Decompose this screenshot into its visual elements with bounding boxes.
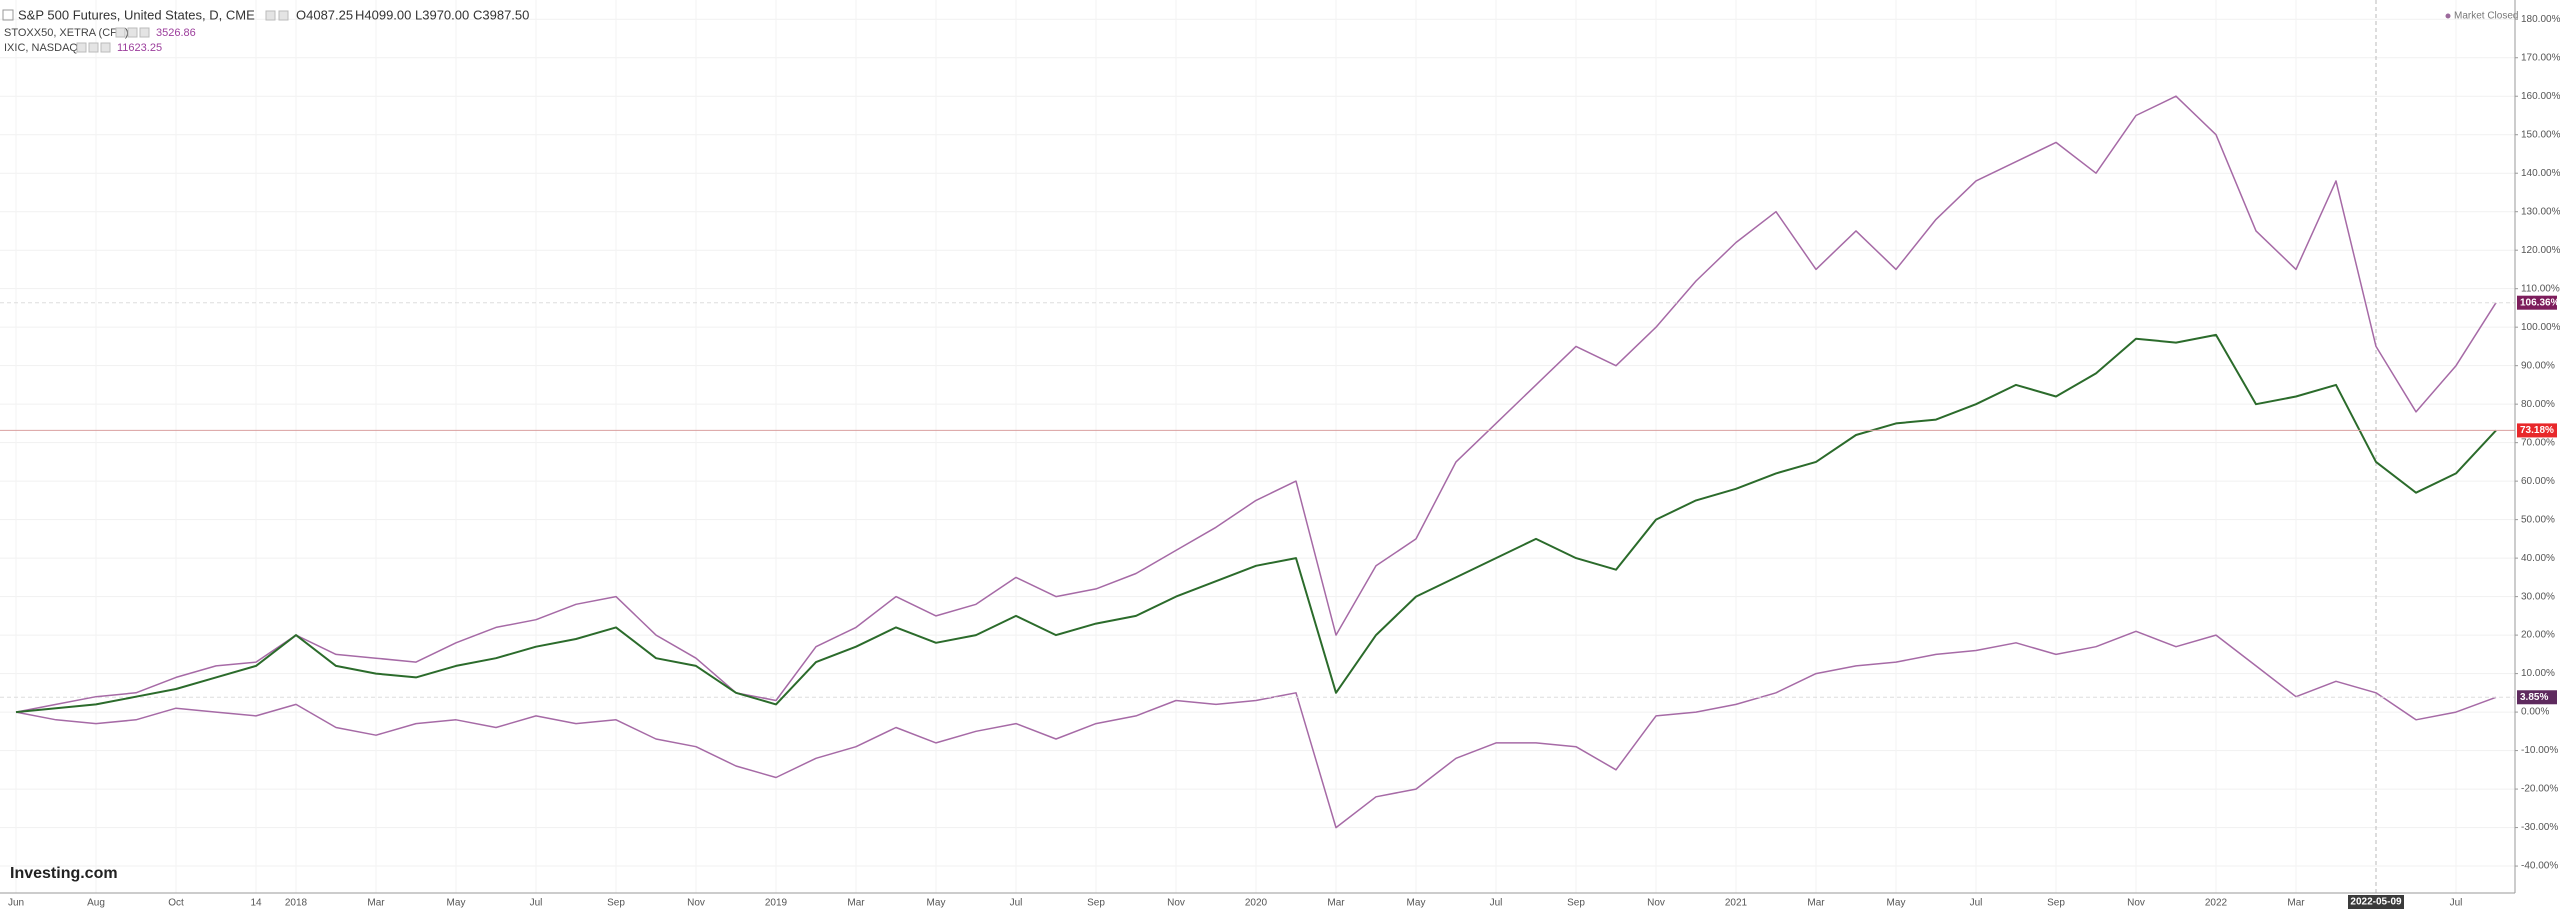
- x-tick-label: Jun: [8, 898, 24, 909]
- y-tick-label: 90.00%: [2521, 360, 2555, 371]
- series-line: [15, 333, 2497, 714]
- x-tick-label: Sep: [2047, 898, 2065, 909]
- x-tick-label: Mar: [367, 898, 385, 909]
- x-tick-label: 2021: [1725, 898, 1748, 909]
- x-tick-label: May: [1887, 898, 1906, 909]
- logo: Investing.com: [10, 865, 118, 882]
- x-tick-label: May: [927, 898, 946, 909]
- x-tick-label: Nov: [2127, 898, 2145, 909]
- last-value-label: 106.36%: [2520, 297, 2560, 308]
- y-tick-label: 30.00%: [2521, 591, 2555, 602]
- y-tick-label: -30.00%: [2521, 822, 2558, 833]
- y-tick-label: 80.00%: [2521, 399, 2555, 410]
- icon[interactable]: [76, 42, 87, 53]
- series-line: [15, 630, 2497, 829]
- icon[interactable]: [100, 42, 111, 53]
- x-tick-label: Sep: [607, 898, 625, 909]
- y-tick-label: 150.00%: [2521, 129, 2560, 140]
- last-value-box: [2517, 295, 2557, 310]
- y-tick-label: 40.00%: [2521, 553, 2555, 564]
- y-tick-label: 140.00%: [2521, 168, 2560, 179]
- x-tick-label: Jul: [1970, 898, 1983, 909]
- y-tick-label: 130.00%: [2521, 206, 2560, 217]
- x-tick-label: Oct: [168, 898, 184, 909]
- x-tick-label: Jul: [1010, 898, 1023, 909]
- compare-value: 3526.86: [156, 27, 196, 39]
- cursor-date: 2022-05-09: [2350, 897, 2402, 908]
- high-value: H4099.00: [355, 7, 411, 22]
- x-tick-label: Sep: [1087, 898, 1105, 909]
- cursor-date-box: [2348, 895, 2404, 909]
- x-tick-label: Mar: [1327, 898, 1345, 909]
- last-value-box: [2517, 690, 2557, 705]
- y-tick-label: 160.00%: [2521, 91, 2560, 102]
- close-value: C3987.50: [473, 7, 529, 22]
- last-value-label: 3.85%: [2520, 692, 2548, 703]
- x-tick-label: Jul: [530, 898, 543, 909]
- icon[interactable]: [127, 27, 138, 38]
- compare-value: 11623.25: [117, 42, 162, 54]
- y-tick-label: -40.00%: [2521, 861, 2558, 872]
- series-line: [15, 95, 2497, 713]
- compare-name: STOXX50, XETRA (CFD): [4, 27, 129, 39]
- x-tick-label: Jul: [2450, 898, 2463, 909]
- x-tick-label: 2022: [2205, 898, 2228, 909]
- x-tick-label: Nov: [687, 898, 705, 909]
- x-tick-label: 2019: [765, 898, 788, 909]
- x-tick-label: Nov: [1647, 898, 1665, 909]
- symbol-title: S&P 500 Futures, United States, D, CME: [18, 7, 255, 22]
- x-tick-label: 2018: [285, 898, 308, 909]
- y-tick-label: 10.00%: [2521, 668, 2555, 679]
- y-tick-label: -20.00%: [2521, 784, 2558, 795]
- icon[interactable]: [265, 10, 276, 21]
- x-tick-label: Jul: [1490, 898, 1503, 909]
- plot-area: [0, 0, 2518, 893]
- y-tick-label: -10.00%: [2521, 745, 2558, 756]
- y-tick-label: 60.00%: [2521, 476, 2555, 487]
- last-value-box: [2517, 423, 2557, 438]
- icon[interactable]: [139, 27, 150, 38]
- y-tick-label: 110.00%: [2521, 283, 2560, 294]
- y-tick-label: 100.00%: [2521, 322, 2560, 333]
- open-value: O4087.25: [296, 7, 353, 22]
- icon[interactable]: [278, 10, 289, 21]
- y-tick-label: 20.00%: [2521, 630, 2555, 641]
- x-tick-label: 14: [250, 898, 262, 909]
- x-tick-label: Nov: [1167, 898, 1185, 909]
- market-status: Market Closed: [2454, 11, 2518, 22]
- icon[interactable]: [88, 42, 99, 53]
- x-tick-label: May: [1407, 898, 1426, 909]
- x-tick-label: Mar: [2287, 898, 2305, 909]
- last-value-label: 73.18%: [2520, 425, 2554, 436]
- y-tick-label: 0.00%: [2521, 707, 2549, 718]
- x-tick-label: Sep: [1567, 898, 1585, 909]
- collapse-icon[interactable]: [2, 9, 14, 21]
- y-tick-label: 50.00%: [2521, 514, 2555, 525]
- x-tick-label: 2020: [1245, 898, 1268, 909]
- y-tick-label: 70.00%: [2521, 437, 2555, 448]
- x-tick-label: Mar: [847, 898, 865, 909]
- x-tick-label: Mar: [1807, 898, 1825, 909]
- y-tick-label: 120.00%: [2521, 245, 2560, 256]
- icon[interactable]: [115, 27, 126, 38]
- y-tick-label: 180.00%: [2521, 14, 2560, 25]
- low-value: L3970.00: [415, 7, 469, 22]
- y-tick-label: 170.00%: [2521, 52, 2560, 63]
- status-dot: [2445, 13, 2451, 19]
- x-tick-label: Aug: [87, 898, 105, 909]
- x-tick-label: May: [447, 898, 466, 909]
- compare-name: IXIC, NASDAQ: [4, 42, 78, 54]
